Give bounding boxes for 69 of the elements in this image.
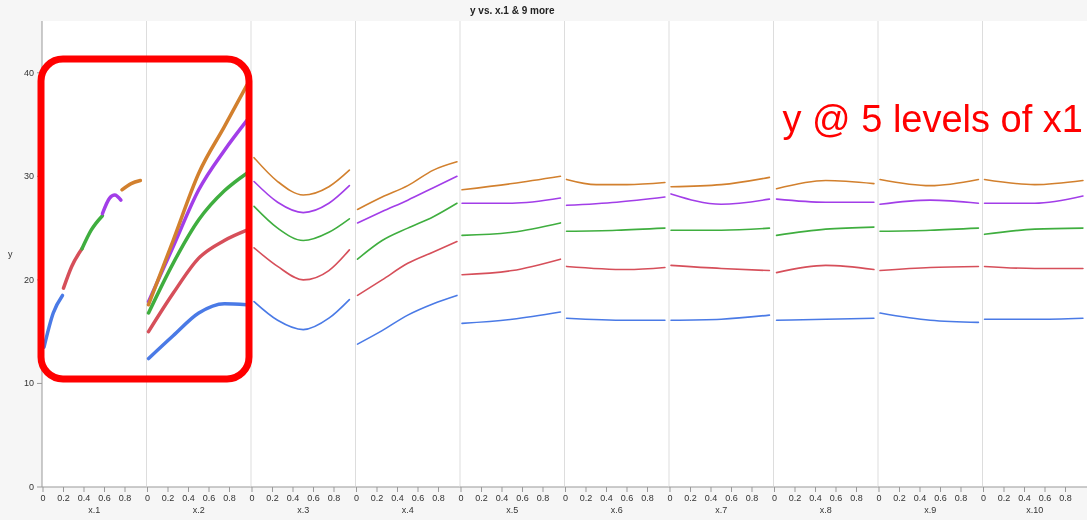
x-tick-label: 0 (40, 493, 46, 503)
x-tick-label: 0 (980, 493, 987, 503)
x-axis-title: x.9 (924, 505, 937, 515)
x-tick-label: 0.6 (411, 493, 425, 503)
x-tick-label: 0.6 (202, 493, 216, 503)
y-tick-label: 30 (23, 171, 34, 182)
x-tick-label: 0.2 (475, 493, 488, 503)
x-tick-label: 0.2 (266, 493, 279, 503)
x-tick-label: 0.2 (579, 493, 593, 503)
x-axis-title: x.3 (297, 505, 310, 515)
x-tick-label: 0.2 (788, 493, 802, 503)
x-tick-label: 0 (876, 493, 882, 503)
x-tick-label: 0.4 (809, 493, 822, 503)
line-series (100, 193, 123, 216)
x-tick-label: 0.2 (161, 493, 175, 503)
x-tick-label: 0.8 (223, 493, 236, 503)
x-axis-title: x.8 (819, 505, 832, 515)
x-tick-label: 0.8 (745, 493, 759, 503)
x-tick-label: 0 (562, 493, 569, 503)
y-tick-label: 20 (23, 274, 34, 285)
x-tick-label: 0.2 (893, 493, 906, 503)
x-tick-label: 0.4 (391, 493, 404, 503)
chart-title: y vs. x.1 & 9 more (470, 5, 555, 16)
x-tick-label: 0.4 (913, 493, 927, 503)
x-tick-label: 0 (144, 493, 151, 503)
x-tick-label: 0.8 (327, 493, 341, 503)
x-axis-title: x.5 (506, 505, 519, 515)
x-tick-label: 0.8 (641, 493, 654, 503)
x-tick-label: 0 (249, 493, 255, 503)
x-tick-label: 0.2 (370, 493, 384, 503)
y-tick-label: 0 (28, 482, 34, 492)
y-tick-label: 10 (23, 378, 34, 389)
x-tick-label: 0 (458, 493, 464, 503)
x-axis-title: x.6 (610, 505, 623, 515)
x-axis-title: x.7 (715, 505, 728, 515)
x-axis-title: x.10 (1026, 505, 1044, 515)
x-tick-label: 0.6 (1038, 493, 1052, 503)
x-tick-label: 0.6 (307, 493, 320, 503)
x-tick-label: 0.6 (829, 493, 843, 503)
annotation: y @ 5 levels of x1 (782, 98, 1083, 140)
x-tick-label: 0.4 (182, 493, 195, 503)
x-axis-title: x.4 (401, 505, 414, 515)
x-tick-label: 0.8 (954, 493, 968, 503)
x-tick-label: 0.2 (684, 493, 697, 503)
x-tick-label: 0.8 (850, 493, 863, 503)
x-tick-label: 0.6 (934, 493, 947, 503)
x-tick-label: 0.4 (600, 493, 613, 503)
x-tick-label: 0.2 (997, 493, 1011, 503)
y-tick-label: 40 (23, 67, 34, 78)
x-tick-label: 0.6 (620, 493, 634, 503)
x-tick-label: 0 (667, 493, 673, 503)
x-tick-label: 0.6 (725, 493, 738, 503)
x-tick-label: 0.4 (704, 493, 718, 503)
x-tick-label: 0.8 (1059, 493, 1072, 503)
x-tick-label: 0.6 (98, 493, 111, 503)
x-tick-label: 0.4 (286, 493, 300, 503)
x-tick-label: 0.2 (57, 493, 70, 503)
x-tick-label: 0 (771, 493, 778, 503)
x-tick-label: 0.4 (495, 493, 509, 503)
x-tick-label: 0.8 (432, 493, 445, 503)
x-axis-title: x.1 (88, 505, 101, 515)
x-tick-label: 0.8 (536, 493, 550, 503)
x-axis-title: x.2 (192, 505, 205, 515)
x-tick-label: 0 (353, 493, 360, 503)
x-tick-label: 0.8 (118, 493, 132, 503)
y-axis-title: y (8, 249, 13, 259)
x-tick-label: 0.4 (77, 493, 91, 503)
x-tick-label: 0.4 (1018, 493, 1031, 503)
x-tick-label: 0.6 (516, 493, 529, 503)
